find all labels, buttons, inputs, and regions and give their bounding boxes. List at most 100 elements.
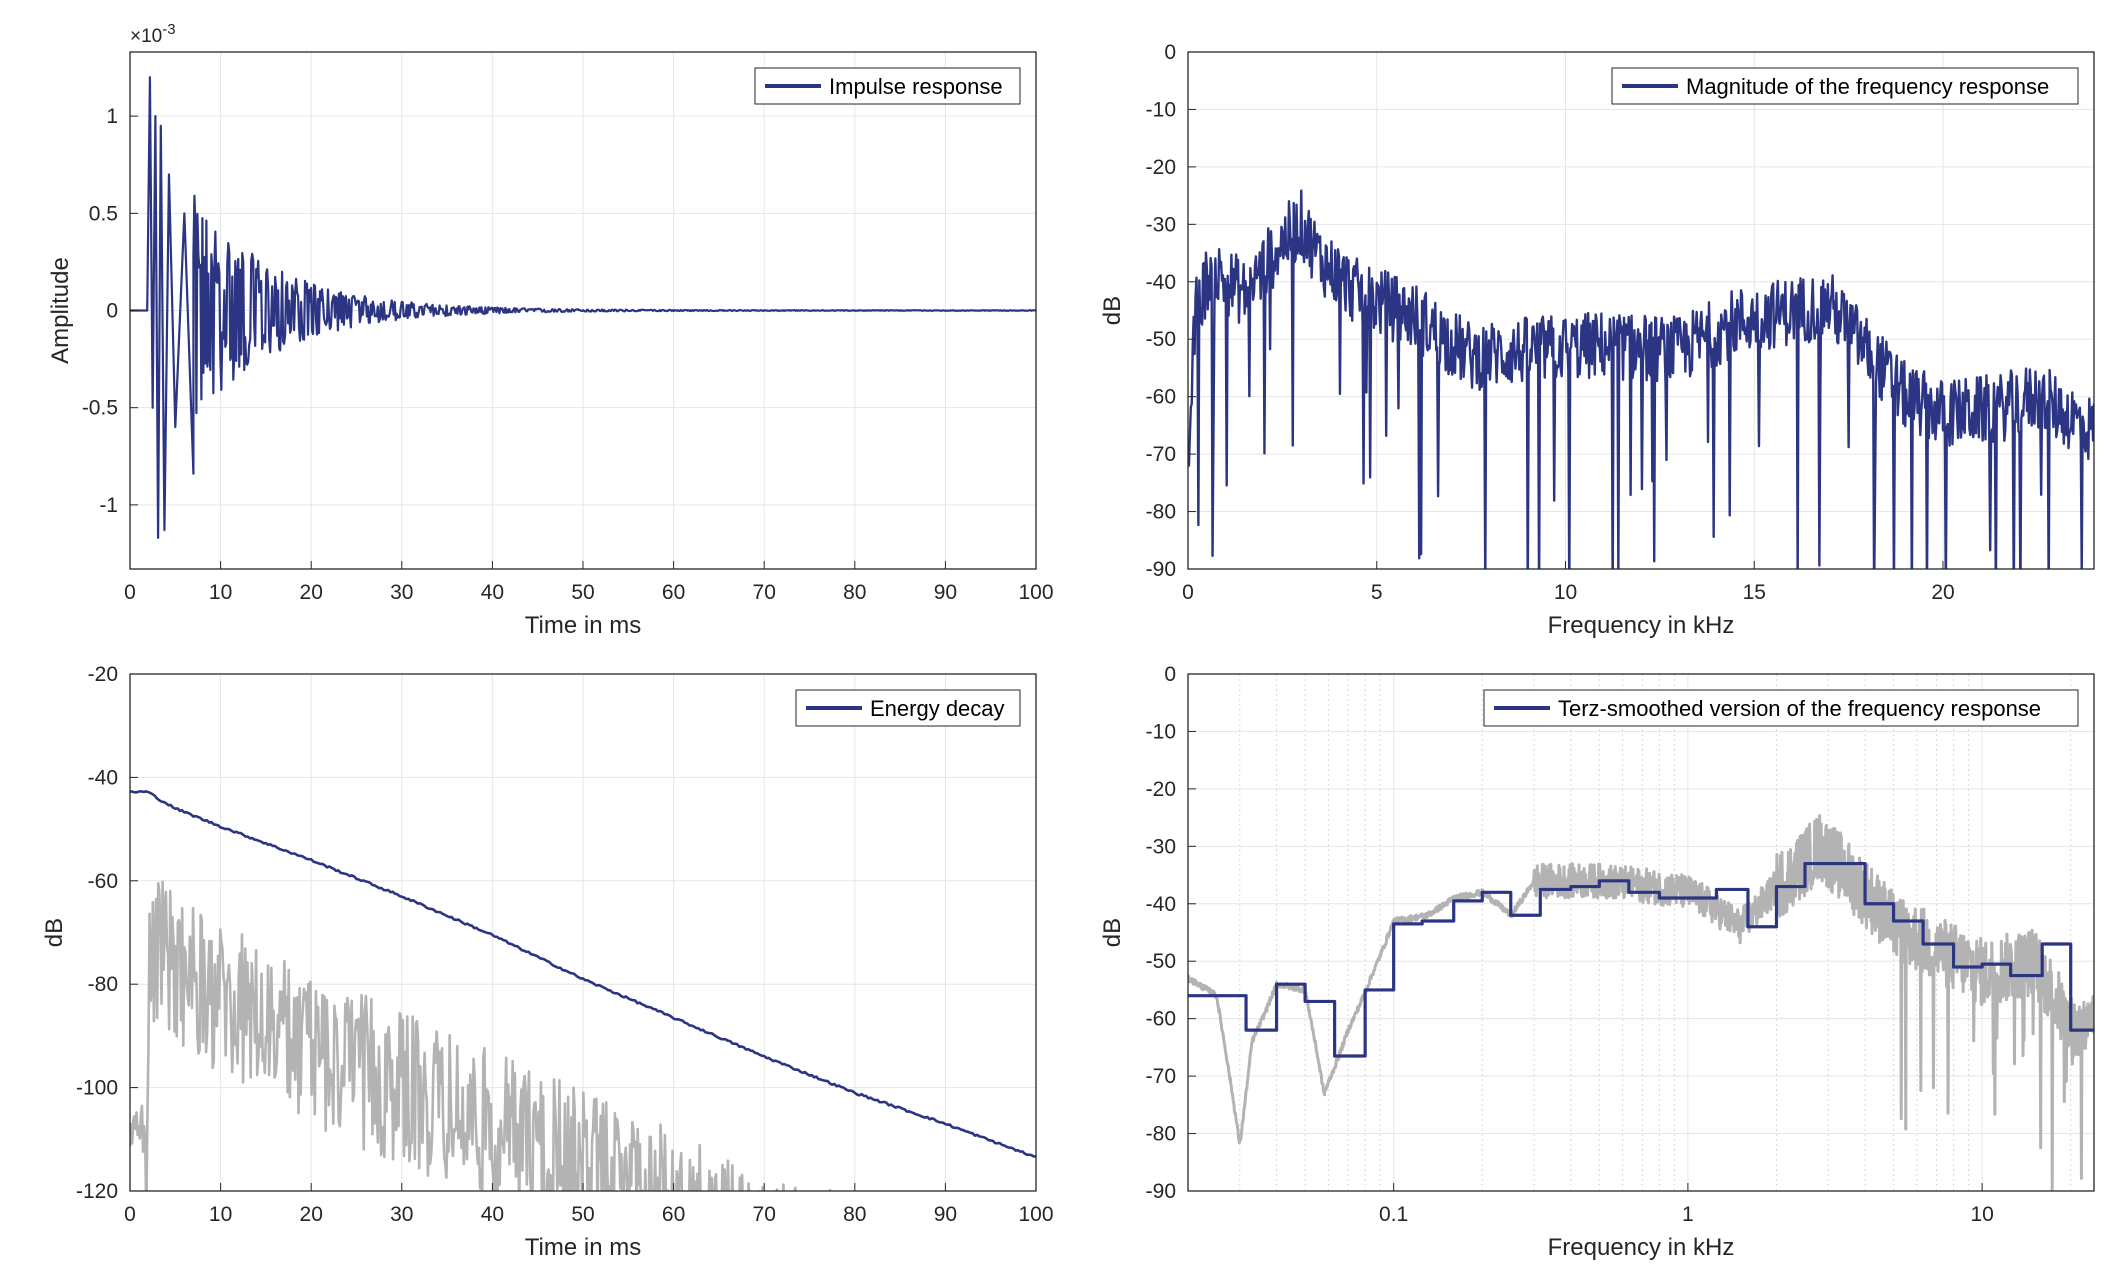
energy-decay-line: [130, 789, 1036, 1158]
magnitude-xtick-label-4: 20: [1931, 581, 1954, 604]
impulse-ylabel: Amplitude: [47, 257, 74, 364]
magnitude-y-ticks: -90 -80 -70 -60 -50 -40 -30 -20 -10 0: [1146, 41, 1196, 581]
impulse-response-panel: 0 10 20 30 40 50 60 70 80 90 100 -1 -0.5 0 0.5 1 Time …: [47, 21, 1054, 639]
energy-xtick-label-8: 80: [843, 1203, 866, 1226]
impulse-legend-label: Impulse response: [829, 74, 1003, 99]
terz-plot-area: [1188, 814, 2094, 1191]
terz-legend-box: [1483, 689, 2079, 727]
impulse-xlabel: Time in ms: [525, 612, 641, 639]
impulse-exponent-label: ×10-3: [130, 21, 176, 47]
magnitude-ytick-label-2: -70: [1146, 443, 1176, 466]
magnitude-legend: Magnitude of the frequency response: [1611, 67, 2079, 105]
energy-xtick-label-7: 70: [753, 1203, 776, 1226]
impulse-xtick-label-3: 30: [390, 581, 413, 604]
magnitude-ytick-label-3: -60: [1146, 386, 1176, 409]
impulse-ytick-label-3: 0.5: [89, 202, 118, 225]
energy-xtick-label-5: 50: [571, 1203, 594, 1226]
terz-xtick-label-0: 0.1: [1379, 1203, 1408, 1226]
impulse-xtick-label-5: 50: [571, 581, 594, 604]
energy-legend-label: Energy decay: [870, 696, 1005, 721]
terz-legend-label: Terz-smoothed version of the frequency r…: [1558, 696, 2041, 721]
magnitude-ytick-label-7: -20: [1146, 156, 1176, 179]
energy-xtick-label-1: 10: [209, 1203, 232, 1226]
energy-xtick-label-6: 60: [662, 1203, 685, 1226]
magnitude-ytick-label-6: -30: [1146, 213, 1176, 236]
terz-xtick-label-1: 1: [1682, 1203, 1694, 1226]
impulse-ytick-label-1: -0.5: [82, 397, 118, 420]
energy-xtick-label-4: 40: [481, 1203, 504, 1226]
impulse-plot-area: [130, 76, 1036, 540]
magnitude-xlabel: Frequency in kHz: [1548, 612, 1735, 639]
impulse-xtick-label-4: 40: [481, 581, 504, 604]
impulse-ytick-label-4: 1: [106, 105, 118, 128]
impulse-xtick-label-1: 10: [209, 581, 232, 604]
energy-xtick-label-3: 30: [390, 1203, 413, 1226]
energy-ytick-label-5: -20: [88, 663, 118, 686]
magnitude-ytick-label-4: -50: [1146, 328, 1176, 351]
energy-ytick-label-3: -60: [88, 870, 118, 893]
impulse-xtick-label-10: 100: [1018, 581, 1053, 604]
impulse-xtick-label-2: 20: [300, 581, 323, 604]
impulse-xtick-label-6: 60: [662, 581, 685, 604]
terz-ytick-label-1: -80: [1146, 1123, 1176, 1146]
terz-xlabel: Frequency in kHz: [1548, 1234, 1735, 1261]
energy-x-ticks: 0 10 20 30 40 50 60 70 80 90 100: [124, 1183, 1054, 1226]
energy-ytick-label-4: -40: [88, 766, 118, 789]
terz-ytick-label-3: -60: [1146, 1008, 1176, 1031]
impulse-y-ticks: -1 -0.5 0 0.5 1: [82, 105, 138, 517]
terz-ytick-label-0: -90: [1146, 1180, 1176, 1203]
terz-ytick-label-8: -10: [1146, 720, 1176, 743]
impulse-xtick-label-7: 70: [753, 581, 776, 604]
magnitude-ytick-label-9: 0: [1164, 41, 1176, 64]
terz-y-ticks: -90 -80 -70 -60 -50 -40 -30 -20 -10 0: [1146, 663, 1196, 1203]
impulse-legend: Impulse response: [754, 67, 1021, 105]
terz-ytick-label-5: -40: [1146, 893, 1176, 916]
energy-xtick-label-9: 90: [934, 1203, 957, 1226]
energy-ylabel: dB: [41, 918, 68, 947]
magnitude-legend-box: [1611, 67, 2079, 105]
terz-gray-line: [1188, 814, 2094, 1191]
terz-ylabel: dB: [1099, 918, 1126, 947]
terz-ytick-label-2: -70: [1146, 1065, 1176, 1088]
terz-ytick-label-9: 0: [1164, 663, 1176, 686]
energy-xtick-label-10: 100: [1018, 1203, 1053, 1226]
impulse-xtick-label-8: 80: [843, 581, 866, 604]
magnitude-line: [1188, 189, 2094, 569]
terz-smoothed-panel: 0.1 1 10 -90 -80 -70 -60 -50 -40 -30 -20 -10 0 Freq…: [1099, 663, 2095, 1261]
magnitude-xtick-label-1: 5: [1371, 581, 1383, 604]
energy-decay-panel: 0 10 20 30 40 50 60 70 80 90 100 -120 -100 -80 -60 -40…: [41, 663, 1054, 1261]
terz-x-ticks: 0.1 1 10: [1379, 1183, 1994, 1226]
impulse-ytick-label-2: 0: [106, 300, 118, 323]
impulse-xtick-label-0: 0: [124, 581, 136, 604]
terz-ytick-label-7: -20: [1146, 778, 1176, 801]
magnitude-xtick-label-2: 10: [1554, 581, 1577, 604]
magnitude-x-ticks: 0 5 10 15 20: [1182, 561, 1955, 604]
energy-ytick-label-1: -100: [76, 1077, 118, 1100]
terz-xtick-label-2: 10: [1970, 1203, 1993, 1226]
magnitude-xtick-label-0: 0: [1182, 581, 1194, 604]
terz-legend: Terz-smoothed version of the frequency r…: [1483, 689, 2079, 727]
magnitude-plot-area: [1188, 189, 2094, 569]
impulse-x-ticks: 0 10 20 30 40 50 60 70 80 90 100: [124, 561, 1054, 604]
energy-xtick-label-2: 20: [300, 1203, 323, 1226]
energy-plot-area: [130, 789, 1036, 1191]
energy-ytick-label-0: -120: [76, 1180, 118, 1203]
impulse-xtick-label-9: 90: [934, 581, 957, 604]
energy-gray-line: [130, 880, 832, 1191]
magnitude-legend-label: Magnitude of the frequency response: [1686, 74, 2049, 99]
impulse-response-line: [130, 76, 1036, 540]
terz-ytick-label-6: -30: [1146, 835, 1176, 858]
energy-y-ticks: -120 -100 -80 -60 -40 -20: [76, 663, 138, 1203]
magnitude-axes-box: [1187, 51, 2095, 570]
magnitude-ytick-label-8: -10: [1146, 98, 1176, 121]
energy-xtick-label-0: 0: [124, 1203, 136, 1226]
magnitude-ytick-label-0: -90: [1146, 558, 1176, 581]
magnitude-ytick-label-5: -40: [1146, 271, 1176, 294]
terz-smoothed-line: [1188, 861, 2094, 1058]
magnitude-ytick-label-1: -80: [1146, 501, 1176, 524]
energy-xlabel: Time in ms: [525, 1234, 641, 1261]
magnitude-panel: 0 5 10 15 20 -90 -80 -70 -60 -50 -40 -30 -20 -10 0 Fr…: [1099, 41, 2095, 639]
energy-ytick-label-2: -80: [88, 973, 118, 996]
terz-axes-box: [1187, 673, 2095, 1192]
